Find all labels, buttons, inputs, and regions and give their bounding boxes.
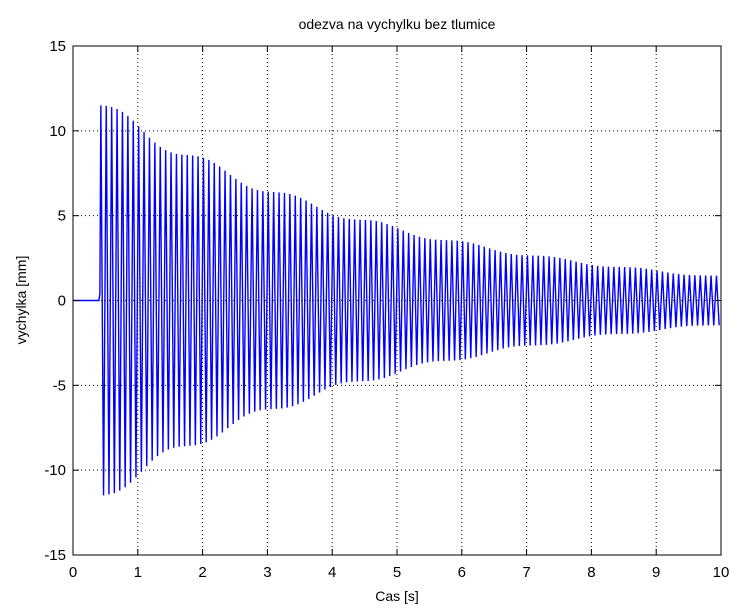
x-tick-label: 1 [134, 564, 142, 581]
x-tick-label: 8 [587, 564, 595, 581]
series-layer [73, 105, 720, 496]
x-tick-label: 9 [652, 564, 660, 581]
x-axis-label: Cas [s] [375, 588, 419, 604]
y-tick-label: 10 [49, 123, 66, 140]
x-tick-label: 6 [458, 564, 466, 581]
y-axis-label: vychylka [mm] [13, 256, 29, 345]
y-tick-label: -10 [44, 462, 66, 479]
x-tick-label: 2 [198, 564, 206, 581]
x-tick-label: 10 [713, 564, 730, 581]
x-tick-label: 7 [522, 564, 530, 581]
y-tick-label: -15 [44, 547, 66, 564]
series-line [73, 105, 720, 496]
y-tick-label: 0 [58, 293, 66, 310]
x-tick-label: 0 [69, 564, 77, 581]
x-tick-label: 4 [328, 564, 336, 581]
y-tick-label: -5 [53, 377, 66, 394]
ticks: 0 1 2 3 4 5 6 7 8 9 10 -15 -10 -5 0 5 10 15 [44, 38, 729, 581]
x-tick-label: 3 [263, 564, 271, 581]
y-tick-label: 5 [58, 208, 66, 225]
chart-title: odezva na vychylku bez tlumice [299, 16, 496, 32]
x-tick-label: 5 [393, 564, 401, 581]
grid [73, 46, 721, 555]
y-tick-label: 15 [49, 38, 66, 55]
